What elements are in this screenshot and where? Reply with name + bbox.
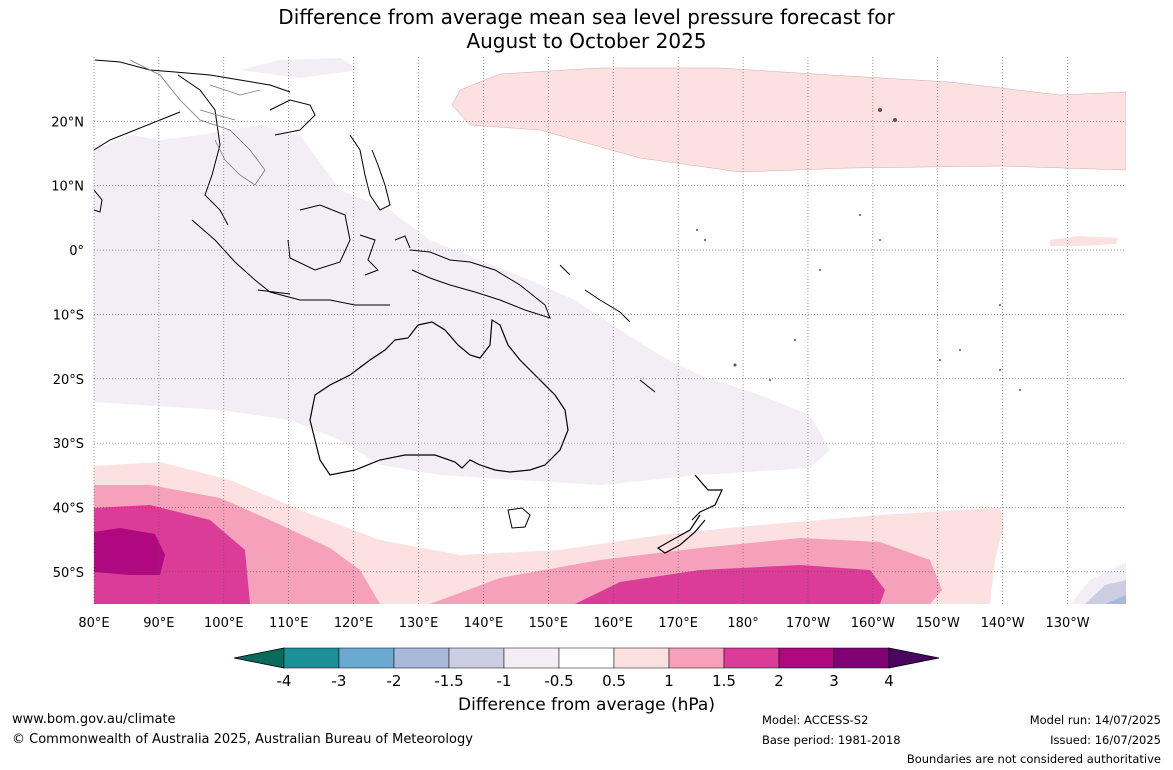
lon-tick-label: 120°E [334, 616, 374, 631]
colorbar-tick-label: -0.5 [544, 672, 573, 690]
lon-tick-label: 170°E [658, 616, 698, 631]
lat-tick-label: 10°N [51, 180, 84, 195]
map-title-line2: August to October 2025 [466, 29, 707, 53]
colorbar-arrow-left [233, 647, 285, 669]
colorbar-tick-label: 3 [829, 672, 839, 690]
lon-tick-label: 110°E [269, 616, 309, 631]
forecast-map: 20°N 10°N 0° 10°S 20°S 30°S 40°S 50°S 80°E 90°E 1… [51, 57, 1126, 690]
colorbar-tick-label: 0.5 [602, 672, 626, 690]
graticule [93, 57, 1126, 604]
anomaly-region-negative [94, 125, 830, 485]
colorbar-tick-label: 2 [774, 672, 784, 690]
new-zealand-outline [656, 474, 723, 554]
colorbar-tick-label: -4 [277, 672, 292, 690]
model-run-date: Model run: 14/07/2025 [1029, 713, 1161, 727]
lon-tick-label: 150°E [529, 616, 569, 631]
lon-tick-label: 140°E [464, 616, 504, 631]
issued-date: Issued: 16/07/2025 [1050, 733, 1161, 747]
lat-tick-label: 10°S [53, 308, 84, 323]
map-title-line1: Difference from average mean sea level p… [278, 5, 895, 29]
colorbar-label: Difference from average (hPa) [458, 695, 715, 715]
lon-tick-label: 150°W [916, 616, 960, 631]
colorbar-tick-label: -1.5 [434, 672, 463, 690]
colorbar-tick-label: 4 [884, 672, 894, 690]
model-name: Model: ACCESS-S2 [762, 713, 869, 727]
base-period: Base period: 1981-2018 [762, 733, 901, 747]
colorbar-segment [503, 647, 560, 669]
lat-tick-label: 40°S [53, 501, 84, 516]
lon-tick-label: 100°E [204, 616, 244, 631]
colorbar-segment [833, 647, 890, 669]
lon-tick-label: 130°W [1045, 616, 1089, 631]
anomaly-region-pacific-high [451, 67, 1126, 173]
lon-tick-label: 80°E [78, 616, 109, 631]
colorbar-tick-label: -3 [332, 672, 347, 690]
lat-tick-label: 20°S [53, 373, 84, 388]
boundaries-disclaimer: Boundaries are not considered authoritat… [906, 752, 1161, 766]
lon-tick-label: 160°E [593, 616, 633, 631]
lon-tick-label: 160°W [851, 616, 895, 631]
colorbar-tick-label: 1 [664, 672, 674, 690]
website-link[interactable]: www.bom.gov.au/climate [12, 712, 176, 727]
australia-outline [309, 318, 569, 476]
lon-tick-label: 170°W [786, 616, 830, 631]
lat-tick-label: 30°S [53, 437, 84, 452]
anomaly-region-southern-3 [94, 505, 250, 604]
colorbar-segment [723, 647, 780, 669]
colorbar-segment [338, 647, 395, 669]
colorbar-segment [613, 647, 670, 669]
maritime-continent-outline [94, 59, 656, 393]
lat-tick-label: 0° [69, 244, 84, 259]
lon-tick-label: 90°E [143, 616, 174, 631]
colorbar: -4 -3 -2 -1.5 -1 -0.5 0.5 1 1.5 2 3 4 [233, 647, 940, 690]
lat-tick-label: 50°S [53, 566, 84, 581]
colorbar-segment [668, 647, 725, 669]
colorbar-tick-label: -1 [497, 672, 512, 690]
lon-tick-label: 140°W [981, 616, 1025, 631]
colorbar-segment [448, 647, 505, 669]
colorbar-segment [558, 647, 615, 669]
colorbar-segment [393, 647, 450, 669]
anomaly-region-southern-4 [94, 528, 165, 575]
colorbar-segment [778, 647, 835, 669]
copyright-text: © Commonwealth of Australia 2025, Austra… [12, 732, 473, 747]
colorbar-arrow-right [888, 647, 940, 669]
colorbar-tick-label: 1.5 [712, 672, 736, 690]
lon-tick-label: 130°E [399, 616, 439, 631]
lat-tick-label: 20°N [51, 115, 84, 130]
lon-tick-label: 180° [727, 616, 758, 631]
colorbar-segment [283, 647, 340, 669]
colorbar-tick-label: -2 [387, 672, 402, 690]
